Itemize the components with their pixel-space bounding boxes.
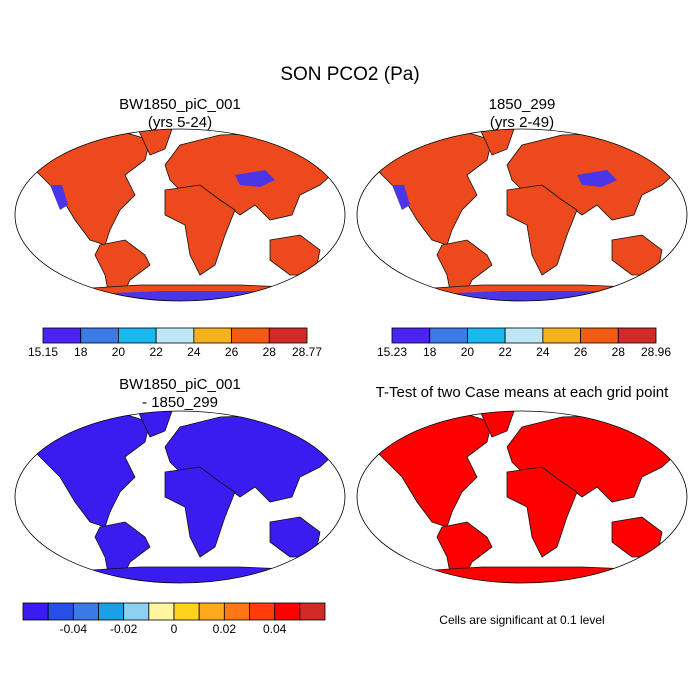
colorbar-box [98, 602, 125, 621]
land [29, 129, 343, 301]
panel-title: BW1850_piC_001 [119, 96, 241, 113]
map-clip [371, 129, 685, 301]
panel-title: BW1850_piC_001 [119, 376, 241, 393]
colorbar-label: 28.77 [292, 345, 322, 359]
map [356, 128, 688, 302]
colorbar-box [542, 327, 581, 344]
colorbar-label: 28 [263, 345, 277, 359]
colorbar-label: 18 [74, 345, 88, 359]
colorbar-label: 22 [498, 345, 512, 359]
colorbar-box [173, 602, 200, 621]
colorbar-label: 20 [461, 345, 475, 359]
colorbar-box [268, 327, 308, 344]
colorbar-box [80, 327, 119, 344]
colorbar-label: 0.02 [213, 622, 237, 636]
colorbar-box [299, 602, 326, 621]
map-outline [14, 128, 346, 302]
colorbar-label: 26 [225, 345, 239, 359]
colorbar-box [118, 327, 157, 344]
colorbar-box [223, 602, 250, 621]
colorbar-label: 15.15 [28, 345, 58, 359]
colorbar-label: 0 [171, 622, 178, 636]
colorbar-label: 20 [112, 345, 126, 359]
figure-title: SON PCO2 (Pa) [280, 64, 419, 85]
colorbar-box [504, 327, 544, 344]
map-clip [29, 411, 343, 583]
colorbar-box [429, 327, 468, 344]
colorbar-box [467, 327, 506, 344]
panel-title: (yrs 2-49) [490, 114, 554, 131]
colorbar-label: 0.04 [263, 622, 287, 636]
map-outline [14, 410, 346, 584]
colorbar-box [155, 327, 195, 344]
colorbar-label: 28.96 [641, 345, 671, 359]
colorbar-label: -0.02 [110, 622, 138, 636]
map-clip [371, 411, 685, 583]
map [14, 410, 346, 584]
note: Cells are significant at 0.1 level [439, 613, 604, 627]
colorbar-label: 18 [423, 345, 437, 359]
map [356, 410, 688, 584]
colorbar-label: 22 [149, 345, 163, 359]
map-outline [356, 410, 688, 584]
panel-title: T-Test of two Case means at each grid po… [376, 384, 669, 401]
colorbar-box [231, 327, 270, 344]
colorbar-box [198, 602, 225, 621]
colorbar-box [617, 327, 657, 344]
colorbar-box [580, 327, 619, 344]
land [371, 129, 685, 301]
colorbar-label: 26 [574, 345, 588, 359]
map-outline [356, 128, 688, 302]
colorbar-box [47, 602, 74, 621]
colorbar-box [249, 602, 276, 621]
colorbar-box [193, 327, 232, 344]
map [14, 128, 346, 302]
colorbar-box [274, 602, 301, 621]
land [371, 411, 685, 583]
panel-title: - 1850_299 [142, 394, 218, 411]
colorbar-label: -0.04 [60, 622, 88, 636]
colorbar-box [42, 327, 82, 344]
colorbar-box [22, 602, 49, 621]
colorbar-label: 28 [612, 345, 626, 359]
colorbar-box [72, 602, 99, 621]
colorbar-label: 15.23 [377, 345, 407, 359]
panel-title: (yrs 5-24) [148, 114, 212, 131]
colorbar-box [123, 602, 150, 621]
colorbar-box [148, 602, 175, 621]
colorbar-label: 24 [536, 345, 550, 359]
colorbar-box [391, 327, 431, 344]
panel-title: 1850_299 [489, 96, 556, 113]
colorbar-label: 24 [187, 345, 201, 359]
land [29, 411, 343, 583]
map-clip [29, 129, 343, 301]
